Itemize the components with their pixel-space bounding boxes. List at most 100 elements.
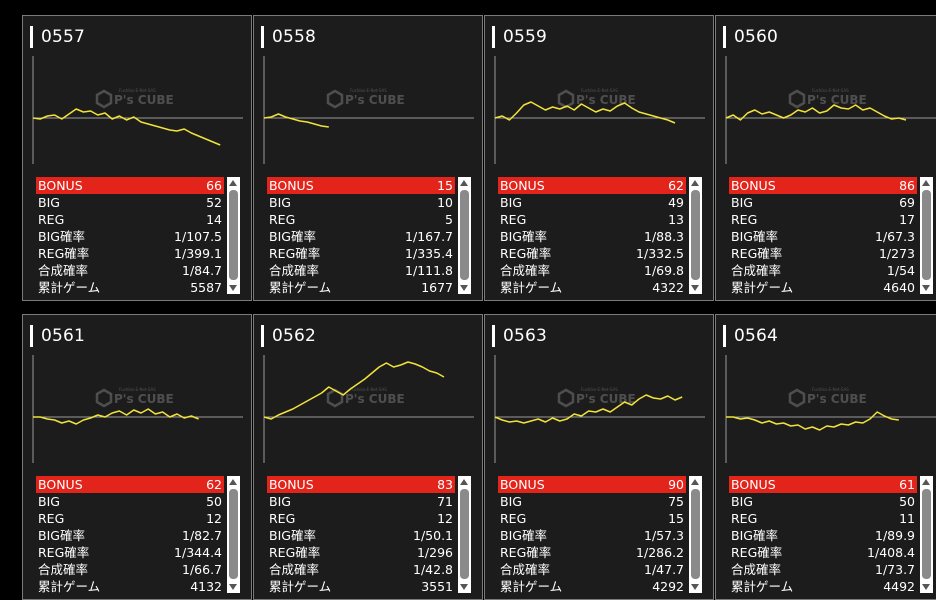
scroll-down-arrow-icon[interactable] — [691, 584, 699, 590]
scroll-up-arrow-icon[interactable] — [922, 479, 930, 485]
scroll-up-arrow-icon[interactable] — [460, 180, 468, 186]
stat-label: REG確率 — [500, 246, 552, 261]
stat-label: REG確率 — [731, 246, 783, 261]
machine-card-0562[interactable]: 0562 P's CUBE Fushiko-E-Net-SAS BONUS 83 B… — [253, 314, 483, 600]
machine-card-0564[interactable]: 0564 P's CUBE Fushiko-E-Net-SAS BONUS 61 B… — [715, 314, 936, 600]
header-accent-bar — [723, 325, 726, 347]
scroll-thumb[interactable] — [691, 190, 700, 280]
watermark-sub: Fushiko-E-Net-SAS — [350, 88, 387, 93]
stat-row-reg: REG 11 — [729, 510, 917, 527]
cube-logo-icon — [95, 89, 113, 109]
machine-number: 0557 — [41, 27, 86, 47]
stat-row-reg: REG 12 — [36, 510, 224, 527]
stat-label: BONUS — [269, 477, 314, 492]
scroll-up-arrow-icon[interactable] — [460, 479, 468, 485]
stat-value: 1/408.4 — [867, 545, 915, 560]
machine-card-0563[interactable]: 0563 P's CUBE Fushiko-E-Net-SAS BONUS 90 B… — [484, 314, 714, 600]
stat-label: REG — [269, 212, 296, 227]
stat-row-big: BIG 69 — [729, 194, 917, 211]
stat-value: 71 — [437, 494, 453, 509]
stat-label: REG確率 — [269, 545, 321, 560]
machine-header: 0558 — [261, 24, 316, 50]
stat-row-bonus: BONUS 62 — [498, 177, 686, 194]
scroll-up-arrow-icon[interactable] — [691, 180, 699, 186]
stat-row-bonus: BONUS 86 — [729, 177, 917, 194]
stat-row-reg: REG 14 — [36, 211, 224, 228]
scroll-down-arrow-icon[interactable] — [922, 285, 930, 291]
stat-value: 11 — [899, 511, 915, 526]
stats-scrollbar[interactable] — [689, 476, 702, 593]
stats-table: BONUS 83 BIG 71 REG 12 BIG確率 1/50.1 REG確率 1/2… — [267, 476, 455, 595]
stat-row-reg: REG 17 — [729, 211, 917, 228]
watermark-brand: P's CUBE — [114, 93, 174, 107]
header-accent-bar — [492, 26, 495, 48]
scroll-down-arrow-icon[interactable] — [460, 285, 468, 291]
stat-row-reg: REG 15 — [498, 510, 686, 527]
scroll-down-arrow-icon[interactable] — [922, 584, 930, 590]
scroll-down-arrow-icon[interactable] — [229, 584, 237, 590]
watermark-brand: P's CUBE — [576, 392, 636, 406]
scroll-thumb[interactable] — [229, 190, 238, 280]
stat-value: 49 — [668, 195, 684, 210]
machine-card-0561[interactable]: 0561 P's CUBE Fushiko-E-Net-SAS BONUS 62 B… — [22, 314, 252, 600]
stat-value: 1/73.7 — [875, 562, 915, 577]
stat-row-reg: REG 5 — [267, 211, 455, 228]
scroll-up-arrow-icon[interactable] — [229, 180, 237, 186]
scroll-down-arrow-icon[interactable] — [691, 285, 699, 291]
stat-value: 62 — [206, 477, 222, 492]
stat-label: 累計ゲーム — [500, 579, 563, 594]
stat-row-reg-rate: REG確率 1/296 — [267, 544, 455, 561]
stat-label: BIG確率 — [269, 229, 316, 244]
stat-row-total-games: 累計ゲーム 4132 — [36, 578, 224, 595]
stat-value: 1/50.1 — [413, 528, 453, 543]
stat-value: 1/111.8 — [405, 263, 453, 278]
watermark-sub: Fushiko-E-Net-SAS — [581, 88, 618, 93]
scroll-up-arrow-icon[interactable] — [229, 479, 237, 485]
header-accent-bar — [30, 26, 33, 48]
stat-row-combined-rate: 合成確率 1/42.8 — [267, 561, 455, 578]
stats-scrollbar[interactable] — [458, 177, 471, 294]
machine-header: 0559 — [492, 24, 547, 50]
watermark-sub: Fushiko-E-Net-SAS — [119, 88, 156, 93]
stat-row-reg-rate: REG確率 1/286.2 — [498, 544, 686, 561]
stats-scrollbar[interactable] — [227, 177, 240, 294]
scroll-thumb[interactable] — [922, 489, 931, 579]
stat-row-combined-rate: 合成確率 1/84.7 — [36, 262, 224, 279]
scroll-down-arrow-icon[interactable] — [460, 584, 468, 590]
stat-row-big: BIG 10 — [267, 194, 455, 211]
stat-row-reg-rate: REG確率 1/399.1 — [36, 245, 224, 262]
scroll-thumb[interactable] — [229, 489, 238, 579]
machine-card-0557[interactable]: 0557 P's CUBE Fushiko-E-Net-SAS BONUS 66 B… — [22, 15, 252, 301]
stat-value: 1/84.7 — [182, 263, 222, 278]
scroll-up-arrow-icon[interactable] — [922, 180, 930, 186]
stats-scrollbar[interactable] — [689, 177, 702, 294]
stat-value: 14 — [206, 212, 222, 227]
stat-value: 52 — [206, 195, 222, 210]
machine-card-0559[interactable]: 0559 P's CUBE Fushiko-E-Net-SAS BONUS 62 B… — [484, 15, 714, 301]
scroll-down-arrow-icon[interactable] — [229, 285, 237, 291]
scroll-thumb[interactable] — [691, 489, 700, 579]
stats-scrollbar[interactable] — [458, 476, 471, 593]
machine-card-0558[interactable]: 0558 P's CUBE Fushiko-E-Net-SAS BONUS 15 B… — [253, 15, 483, 301]
watermark-brand: P's CUBE — [345, 392, 405, 406]
stats-scrollbar[interactable] — [920, 177, 933, 294]
stat-label: BIG — [269, 494, 291, 509]
machine-card-0560[interactable]: 0560 P's CUBE Fushiko-E-Net-SAS BONUS 86 B… — [715, 15, 936, 301]
stats-scrollbar[interactable] — [920, 476, 933, 593]
stats-scrollbar[interactable] — [227, 476, 240, 593]
machine-number: 0559 — [503, 27, 548, 47]
scroll-up-arrow-icon[interactable] — [691, 479, 699, 485]
stat-row-big-rate: BIG確率 1/88.3 — [498, 228, 686, 245]
machine-number: 0564 — [734, 326, 779, 346]
scroll-thumb[interactable] — [460, 190, 469, 280]
stat-value: 1/89.9 — [875, 528, 915, 543]
scroll-thumb[interactable] — [460, 489, 469, 579]
scroll-thumb[interactable] — [922, 190, 931, 280]
stat-label: BIG — [731, 494, 753, 509]
stat-value: 1/82.7 — [182, 528, 222, 543]
watermark-brand: P's CUBE — [807, 392, 867, 406]
